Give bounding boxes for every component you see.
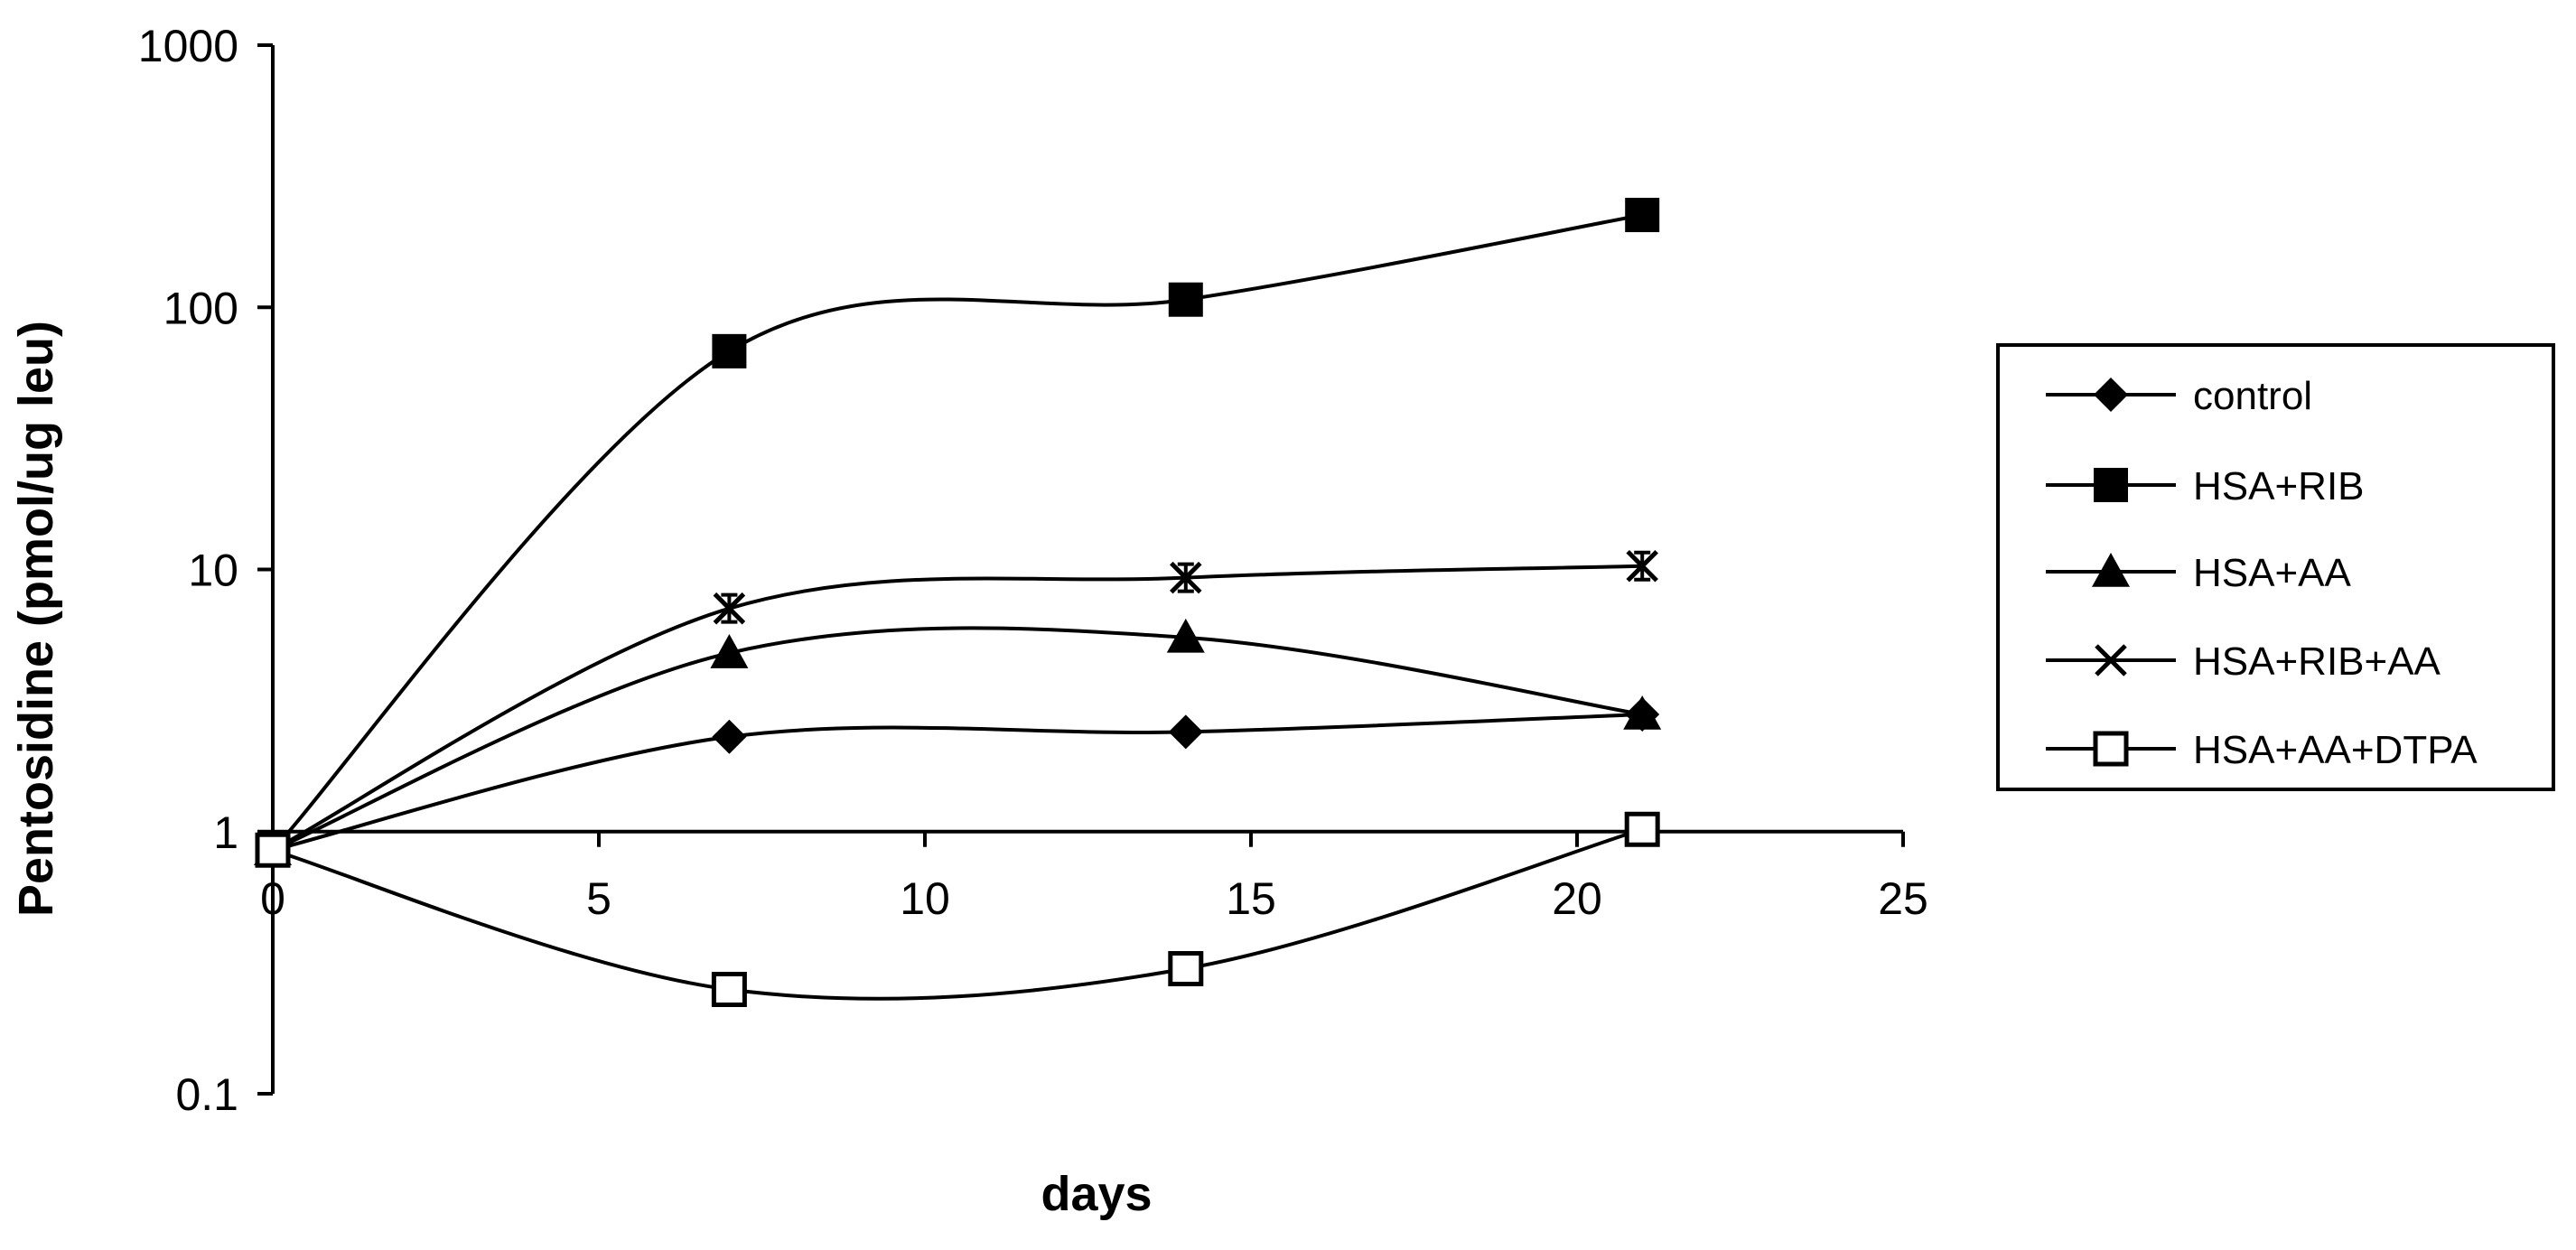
legend-marker-hsa-rib <box>2094 468 2128 502</box>
x-tick-label: 10 <box>900 873 950 924</box>
data-point-control <box>712 719 747 754</box>
x-tick-label: 5 <box>586 873 611 924</box>
y-tick-label: 1000 <box>138 21 238 71</box>
legend-marker-hsa-rib-aa-stroke <box>2095 644 2127 676</box>
data-point-hsa-rib-aa <box>1170 561 1202 594</box>
legend-label-control: control <box>2193 374 2312 418</box>
series-lines <box>271 213 1643 1001</box>
legend-marker-control <box>2094 378 2128 412</box>
data-point-hsa-aa-dtpa <box>1624 811 1660 847</box>
data-point-hsa-rib <box>1168 282 1203 317</box>
series-markers <box>254 198 1662 1007</box>
series-line-hsa-aa-dtpa <box>272 827 1643 1001</box>
legend-label-hsa-aa-dtpa: HSA+AA+DTPA <box>2193 728 2478 772</box>
x-tick-label: 15 <box>1226 873 1276 924</box>
legend: control HSA+RIB HSA+AA HSA+RIB+AA HSA+AA+DTP… <box>1996 343 2555 791</box>
data-point-hsa-aa-dtpa <box>711 971 747 1007</box>
data-point-hsa-rib <box>712 333 747 368</box>
legend-label-hsa-aa: HSA+AA <box>2193 551 2352 595</box>
data-point-hsa-rib-aa-stroke <box>1170 561 1202 594</box>
data-point-hsa-aa-dtpa <box>255 832 291 868</box>
data-point-hsa-rib <box>1625 198 1660 233</box>
data-point-hsa-rib-aa-stroke <box>1626 550 1658 583</box>
y-axis-title: Pentosidine (pmol/ug leu) <box>9 321 63 917</box>
legend-marker-hsa-aa-dtpa <box>2093 731 2129 767</box>
x-tick-label: 25 <box>1878 873 1928 924</box>
data-point-hsa-rib-aa-stroke <box>713 592 746 625</box>
axis-ticks: 0.1 1 10 100 1000 0 5 10 15 20 25 <box>138 21 1928 1120</box>
y-tick-label: 100 <box>163 283 238 333</box>
x-axis-title: days <box>1041 1167 1152 1221</box>
x-tick-label: 20 <box>1552 873 1602 924</box>
legend-label-hsa-rib: HSA+RIB <box>2193 464 2365 508</box>
legend-box <box>1996 343 2555 791</box>
series-line-control <box>272 712 1643 853</box>
data-point-hsa-aa <box>710 634 749 668</box>
legend-label-hsa-rib-aa: HSA+RIB+AA <box>2193 639 2441 684</box>
data-point-hsa-aa <box>1166 618 1205 653</box>
legend-marker-hsa-aa <box>2092 553 2130 587</box>
y-tick-label: 1 <box>213 807 238 858</box>
data-point-control <box>1168 714 1203 750</box>
series-line-hsa-aa <box>272 626 1643 853</box>
data-point-hsa-aa <box>1623 695 1662 730</box>
legend-marker-hsa-rib-aa <box>2095 644 2127 676</box>
series-line-hsa-rib-aa <box>272 564 1643 853</box>
data-point-hsa-rib-aa <box>1626 550 1658 583</box>
data-point-hsa-aa-dtpa <box>1168 951 1204 987</box>
y-tick-label: 10 <box>188 546 238 596</box>
x-tick-label: 0 <box>260 873 285 924</box>
data-point-hsa-rib-aa <box>713 592 746 625</box>
y-tick-label: 0.1 <box>175 1069 238 1120</box>
series-line-hsa-rib <box>271 213 1643 852</box>
